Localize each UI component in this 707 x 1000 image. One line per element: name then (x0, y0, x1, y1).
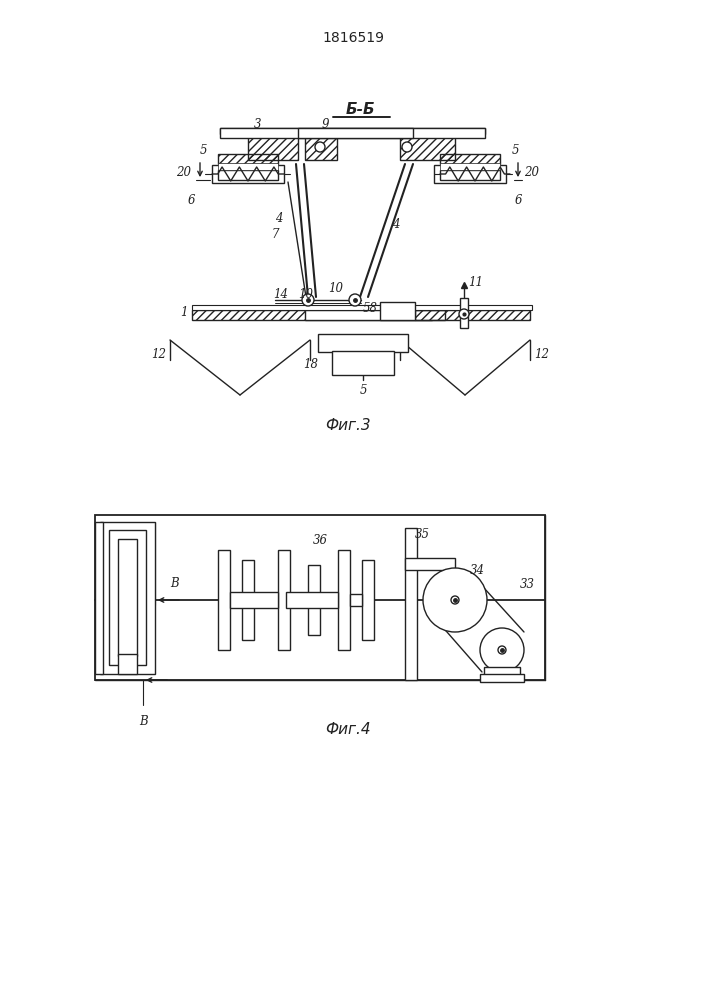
Bar (220, 128, 485, 134)
Text: 20: 20 (176, 165, 191, 178)
Bar (318, 334, 408, 352)
Bar (308, 565, 320, 635)
Text: 58: 58 (363, 302, 378, 314)
Bar (192, 305, 532, 310)
Text: В: В (139, 715, 147, 728)
Text: 3: 3 (255, 118, 262, 131)
Bar (218, 170, 278, 180)
Text: 11: 11 (468, 275, 483, 288)
Bar (118, 654, 137, 674)
Circle shape (423, 568, 487, 632)
Text: 35: 35 (415, 528, 430, 542)
Text: 4: 4 (392, 218, 399, 231)
Circle shape (402, 142, 412, 152)
Bar (405, 528, 417, 680)
Text: 20: 20 (524, 165, 539, 178)
Text: 12: 12 (534, 349, 549, 361)
Bar (95, 515, 545, 680)
Bar (415, 310, 530, 320)
Text: 10: 10 (328, 282, 343, 294)
Text: Б-Б: Б-Б (345, 102, 375, 117)
Bar (298, 128, 413, 138)
Bar (480, 674, 524, 682)
Bar (350, 594, 362, 606)
Text: 9: 9 (321, 118, 329, 131)
Bar (440, 163, 500, 170)
Bar (400, 134, 455, 160)
Text: 18: 18 (303, 359, 318, 371)
Text: 5: 5 (359, 384, 367, 397)
Text: 36: 36 (312, 534, 327, 546)
Bar (118, 539, 137, 656)
Bar (362, 560, 374, 640)
Bar (278, 550, 290, 650)
Text: 7: 7 (271, 228, 279, 240)
Circle shape (349, 294, 361, 306)
Text: Фиг.4: Фиг.4 (325, 722, 370, 738)
Bar (405, 558, 455, 570)
Text: 12: 12 (151, 349, 166, 361)
Circle shape (480, 628, 524, 672)
Text: 5: 5 (512, 144, 520, 157)
Bar (305, 134, 337, 160)
Text: 14: 14 (273, 288, 288, 300)
Bar (109, 530, 146, 665)
Text: 4: 4 (276, 212, 283, 225)
Circle shape (498, 646, 506, 654)
Text: В: В (170, 577, 178, 590)
Text: 1: 1 (180, 306, 188, 318)
Bar (305, 310, 445, 320)
Bar (218, 550, 230, 650)
Bar (434, 165, 506, 183)
Bar (380, 302, 415, 320)
Text: 34: 34 (470, 564, 485, 576)
Bar (230, 592, 278, 608)
Bar (95, 522, 103, 674)
Text: 10: 10 (298, 288, 313, 300)
Bar (218, 163, 278, 170)
Text: 33: 33 (520, 578, 535, 591)
Bar (100, 522, 155, 674)
Bar (212, 165, 284, 183)
Bar (338, 550, 350, 650)
Text: 6: 6 (187, 194, 195, 207)
Bar (286, 592, 338, 608)
Bar (192, 310, 432, 320)
Text: Фиг.3: Фиг.3 (325, 418, 370, 432)
Bar (248, 134, 298, 160)
Text: 1816519: 1816519 (322, 31, 384, 45)
Text: 6: 6 (515, 194, 522, 207)
Circle shape (315, 142, 325, 152)
Text: 5: 5 (199, 144, 207, 157)
Circle shape (459, 309, 469, 319)
Bar (332, 351, 394, 375)
Bar (484, 667, 520, 675)
Bar (218, 154, 278, 164)
Bar (242, 560, 254, 640)
Circle shape (302, 294, 314, 306)
Bar (220, 128, 485, 138)
Bar (440, 170, 500, 180)
Circle shape (451, 596, 459, 604)
Bar (440, 154, 500, 164)
Bar (460, 298, 468, 328)
